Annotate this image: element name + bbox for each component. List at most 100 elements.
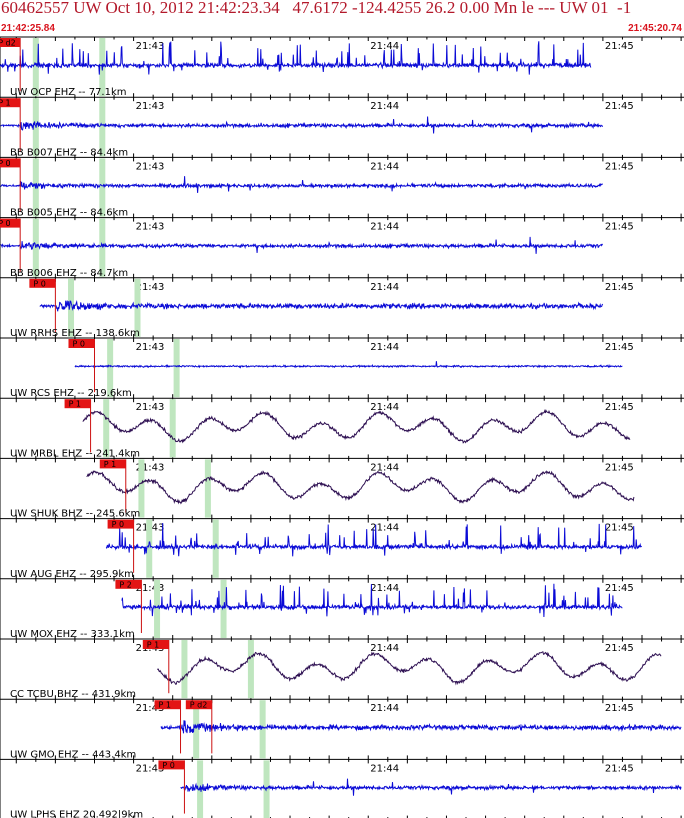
waveform-trace [39,300,604,312]
waveform-trace [0,41,592,75]
trace-panel: 21:43 21:44 21:45 P 0 UW RCS EHZ -- 219.6km [0,337,684,399]
time-tick-label: 21:45 [605,222,634,233]
time-tick-label: 21:44 [370,703,399,714]
trace-panel: 21:43 21:44 21:45 P 0 UW RRHS EHZ -- 138.6km [0,277,684,339]
waveform-trace [160,720,682,734]
time-tick-label: 21:45 [605,523,634,534]
phase-window-band [99,98,106,157]
pick-box [154,700,181,710]
time-tick-label: 21:44 [370,161,399,172]
pick-box [185,700,212,710]
station-label: UW OCP EHZ -- 77.1km [10,87,127,98]
station-label: UW MRBL EHZ -- 241.4km [10,448,140,459]
time-tick-label: 21:45 [605,101,634,112]
pick-box [0,218,21,228]
pick-label: P 0 [0,219,11,228]
phase-window-band [99,158,106,217]
time-tick-label: 21:44 [370,763,399,774]
pick-box [142,640,169,649]
phase-window-band [212,519,219,578]
pick-label: P 0 [72,340,84,349]
station-label: UW LPHS EHZ 20.492|9km [10,810,143,818]
trace-panel: 21:43 21:44 21:45 P 1 BB B007 EHZ -- 84.4km [0,96,684,158]
time-tick-label: 21:45 [605,161,634,172]
waveform-trace [157,651,662,686]
phase-window-band [247,640,254,699]
time-tick-label: 21:45 [605,402,634,413]
phase-window-band [169,399,176,458]
trace-panel: 21:43 21:44 21:45 P 2 UW MOX EHZ -- 333.1km [0,578,684,640]
pick-label: P 0 [33,279,45,288]
station-label: BB B005 EHZ -- 84.6km [10,208,128,219]
station-label: UW AUG EHZ -- 295.9km [10,569,134,580]
phase-window-band [204,459,211,518]
pick-box [115,579,142,589]
time-tick-label: 21:43 [136,763,165,774]
phase-window-band [138,459,145,518]
time-tick-label: 21:43 [136,161,165,172]
pick-label: P 1 [159,701,171,710]
time-tick-label: 21:43 [136,462,165,473]
pick-label: P 1 [147,641,159,650]
waveform-trace [86,470,635,505]
pick-label: P 1 [0,99,11,108]
trace-panel: 21:43 21:44 21:45 P 0 UW LPHS EHZ 20.492|9km [0,758,684,818]
station-label: UW SHUK BHZ -- 245.6km [10,509,140,520]
pick-box [158,760,185,770]
pick-label: P 0 [162,761,174,770]
waveform-trace [0,116,604,134]
time-tick-label: 21:45 [605,763,634,774]
pick-box [0,38,21,47]
header-bar: 60462557 UW Oct 10, 2012 21:42:23.34 47.… [0,0,684,36]
pick-box [68,339,95,348]
phase-window-band [181,640,188,699]
trace-panel: 21:43 21:44 21:45 P 1 P d2 UW GMO EHZ -- 443.… [0,698,684,760]
station-label: UW RCS EHZ -- 219.6km [10,388,132,399]
event-summary: 60462557 UW Oct 10, 2012 21:42:23.34 47.… [1,0,632,17]
time-tick-label: 21:44 [370,523,399,534]
time-tick-label: 21:44 [370,643,399,654]
time-tick-label: 21:44 [370,583,399,594]
phase-window-band [107,339,114,398]
pick-label: P 0 [112,520,124,529]
time-tick-label: 21:45 [605,282,634,293]
waveform-trace [82,409,631,444]
time-tick-label: 21:44 [370,101,399,112]
waveform-trace [0,176,603,193]
trace-panel: 21:43 21:44 21:45 P 1 UW SHUK BHZ -- 245.6km [0,457,684,520]
time-tick-label: 21:45 [605,342,634,353]
pick-label: P 0 [0,159,11,168]
time-tick-label: 21:43 [136,41,165,52]
phase-window-band [259,700,266,759]
phase-window-band [99,218,106,277]
pick-box [0,98,21,108]
station-label: UW MOX EHZ -- 333.1km [10,629,135,640]
pick-box [29,278,56,288]
time-tick-label: 21:45 [605,703,634,714]
station-label: UW RRHS EHZ -- 138.6km [10,328,140,339]
phase-window-band [68,278,75,337]
pick-box [107,519,134,529]
time-tick-label: 21:44 [370,222,399,233]
time-tick-label: 21:45 [605,583,634,594]
trace-panel: 21:43 21:44 21:45 P d2 UW OCP EHZ -- 77.1km [0,36,684,98]
phase-window-band [220,579,227,638]
time-tick-label: 21:44 [370,462,399,473]
pick-label: P d2 [0,39,16,48]
waveform-trace [0,236,604,254]
trace-panel: 21:43 21:44 21:45 P 1 UW MRBL EHZ -- 241.4km [0,397,684,459]
waveform-trace [121,583,623,618]
station-label: CC TCBU BHZ -- 431.9km [10,689,136,700]
time-tick-label: 21:43 [136,101,165,112]
time-tick-label: 21:44 [370,402,399,413]
time-tick-label: 21:45 [605,643,634,654]
window-end-time: 21:45:20.74 [628,23,682,34]
phase-window-band [154,579,161,638]
waveform-trace [105,522,643,557]
trace-panel: 21:43 21:44 21:45 P 0 BB B006 EHZ -- 84.7km [0,217,684,279]
pick-box [99,459,126,469]
time-tick-label: 21:44 [370,282,399,293]
phase-window-band [173,339,180,398]
